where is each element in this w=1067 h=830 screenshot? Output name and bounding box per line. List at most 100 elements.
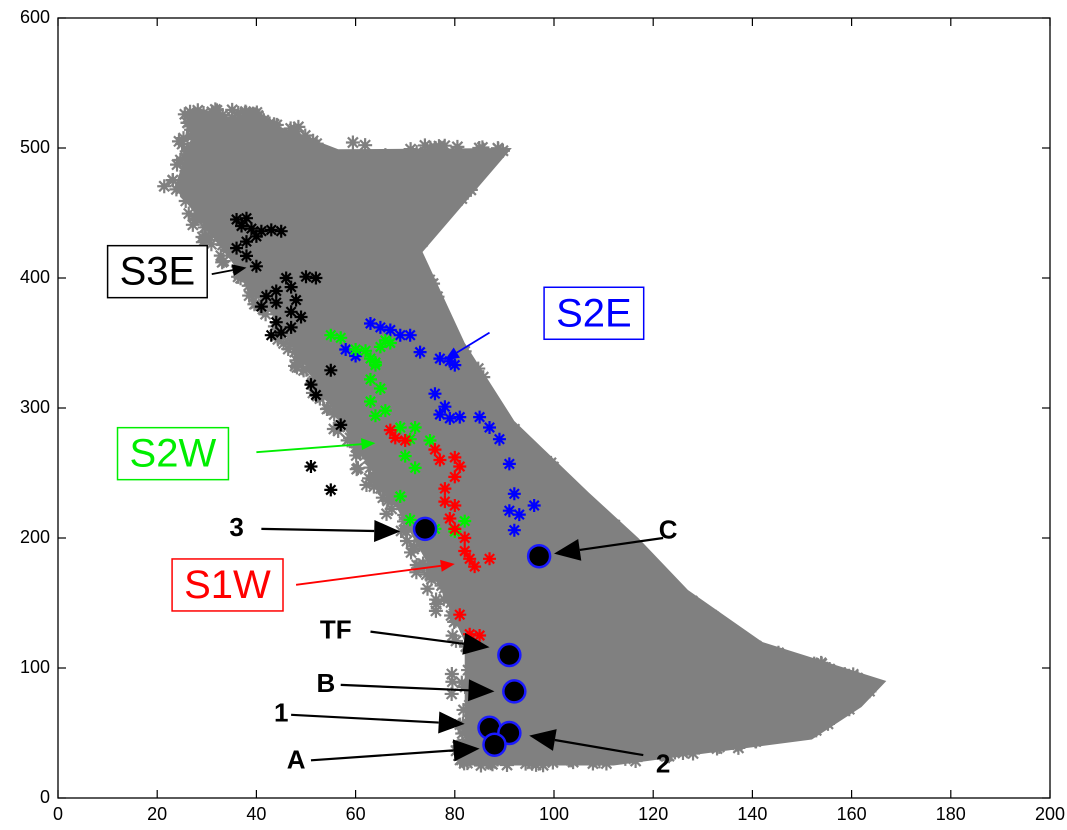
- cloud-point: [449, 542, 464, 557]
- cloud-point: [539, 601, 554, 616]
- cloud-point: [536, 758, 551, 773]
- cloud-point: [243, 121, 258, 136]
- cloud-point: [426, 364, 441, 379]
- cloud-point: [397, 466, 412, 481]
- series-point: [443, 411, 457, 425]
- cloud-point: [339, 370, 354, 385]
- cloud-point: [688, 719, 703, 734]
- cloud-point: [354, 271, 369, 286]
- cloud-point: [399, 278, 414, 293]
- cloud-point: [510, 711, 525, 726]
- cloud-point: [382, 291, 397, 306]
- cloud-point: [568, 683, 583, 698]
- cloud-point: [316, 308, 331, 323]
- cloud-point: [180, 155, 195, 170]
- cloud-point: [407, 302, 422, 317]
- cloud-point: [459, 425, 474, 440]
- cloud-point: [366, 301, 381, 316]
- cloud-point: [466, 373, 481, 388]
- series-point: [458, 514, 472, 528]
- cloud-point: [321, 315, 336, 330]
- cloud-point: [607, 722, 622, 737]
- cloud-point: [245, 190, 260, 205]
- cloud-point: [503, 445, 518, 460]
- cloud-point: [341, 241, 356, 256]
- cloud-point: [298, 178, 313, 193]
- series-point: [448, 470, 462, 484]
- cloud-point: [241, 278, 256, 293]
- cloud-point: [256, 179, 271, 194]
- cloud-point: [443, 562, 458, 577]
- cloud-point: [266, 190, 281, 205]
- cloud-point: [524, 659, 539, 674]
- series-point: [413, 345, 427, 359]
- cloud-point: [562, 610, 577, 625]
- cloud-point: [401, 467, 416, 482]
- annotation: 2: [529, 729, 670, 778]
- cloud-point: [361, 364, 376, 379]
- cloud-point: [420, 457, 435, 472]
- cloud-point: [627, 568, 642, 583]
- cloud-point: [427, 203, 442, 218]
- cloud-point: [503, 630, 518, 645]
- series-point: [324, 363, 338, 377]
- cloud-point: [331, 286, 346, 301]
- annotation: S2W: [116, 426, 376, 481]
- cloud-point: [252, 198, 267, 213]
- cloud-point: [601, 712, 616, 727]
- cloud-point: [501, 705, 516, 720]
- annotation: B: [316, 668, 495, 702]
- cloud-point: [583, 700, 598, 715]
- cloud-point: [767, 666, 782, 681]
- annotation: C: [554, 514, 678, 561]
- cloud-point: [431, 337, 446, 352]
- cloud-point: [258, 307, 273, 322]
- series-point: [230, 241, 244, 255]
- cloud-point: [842, 695, 857, 710]
- cloud-point: [263, 251, 278, 266]
- cloud-point: [319, 307, 334, 322]
- cloud-point: [429, 532, 444, 547]
- cloud-point: [666, 736, 681, 751]
- cloud-point: [622, 566, 637, 581]
- cloud-point: [287, 121, 302, 136]
- cloud-point: [226, 178, 241, 193]
- cloud-point: [363, 223, 378, 238]
- cloud-point: [315, 350, 330, 365]
- cloud-point: [430, 289, 445, 304]
- cloud-point: [368, 288, 383, 303]
- cloud-point: [672, 626, 687, 641]
- cloud-point: [807, 685, 822, 700]
- annotation-arrow-line: [310, 749, 454, 762]
- cloud-point: [759, 694, 774, 709]
- cloud-point: [508, 452, 523, 467]
- cloud-point: [602, 569, 617, 584]
- cloud-point: [715, 697, 730, 712]
- cloud-point: [384, 387, 399, 402]
- cloud-point: [476, 473, 491, 488]
- cloud-point: [551, 487, 566, 502]
- cloud-point: [303, 326, 318, 341]
- cloud-point: [266, 243, 281, 258]
- cloud-point: [238, 178, 253, 193]
- highlight-point: [502, 679, 527, 704]
- cloud-point: [188, 156, 203, 171]
- cloud-point: [328, 357, 343, 372]
- cloud-point: [412, 538, 427, 553]
- cloud-point: [608, 731, 623, 746]
- cloud-point: [197, 109, 212, 124]
- cloud-point: [431, 570, 446, 585]
- cloud-point: [335, 272, 350, 287]
- cloud-point: [394, 169, 409, 184]
- series-point: [463, 552, 477, 566]
- cloud-point: [291, 119, 306, 134]
- cloud-point: [333, 246, 348, 261]
- cloud-point: [648, 578, 663, 593]
- cloud-point: [765, 717, 780, 732]
- cloud-point: [605, 743, 620, 758]
- cloud-point: [213, 118, 228, 133]
- cloud-point: [474, 616, 489, 631]
- cloud-point: [386, 349, 401, 364]
- series-point: [468, 560, 482, 574]
- cloud-point: [251, 181, 266, 196]
